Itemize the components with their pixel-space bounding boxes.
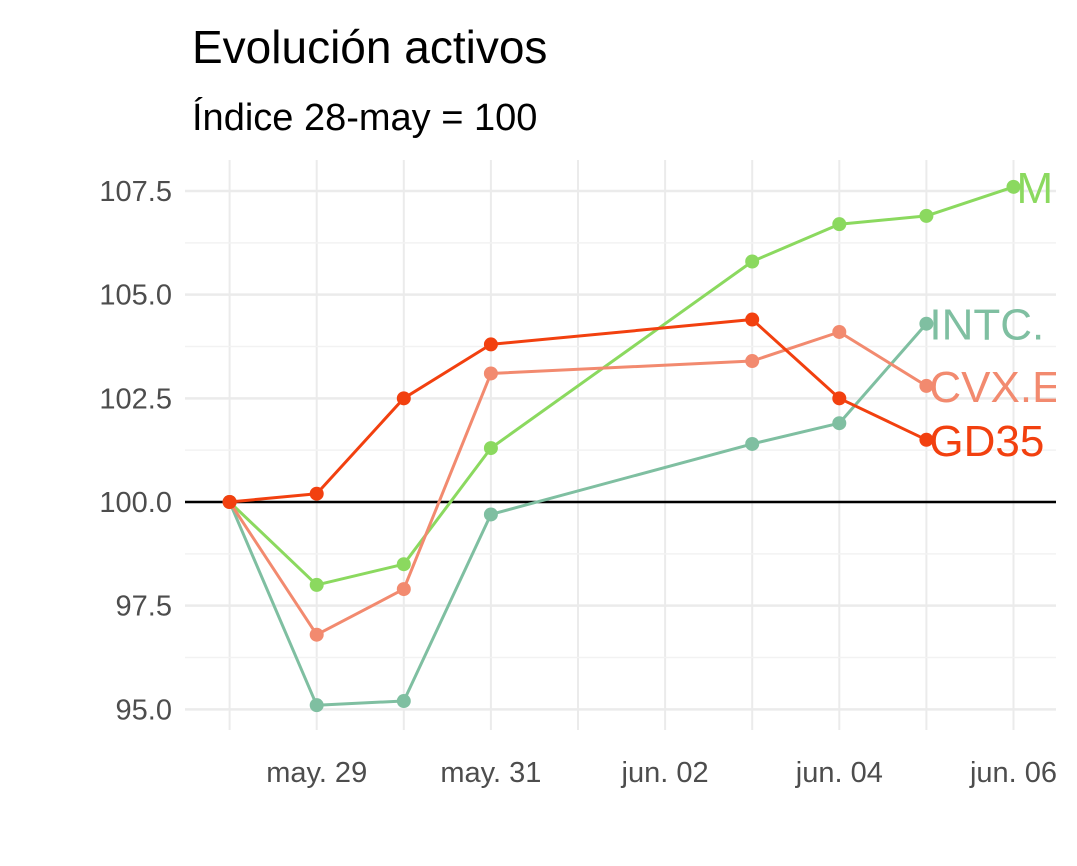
x-axis-ticks: may. 29 may. 31 jun. 02 jun. 04 jun. 06	[266, 757, 1057, 789]
series-gd35	[222, 312, 934, 509]
data-point	[396, 694, 411, 709]
series-group	[222, 179, 1021, 713]
chart-title: Evolución activos	[192, 21, 547, 73]
data-point	[745, 312, 760, 327]
data-point	[396, 391, 411, 406]
data-point	[832, 391, 847, 406]
data-point	[309, 577, 324, 592]
data-point	[483, 507, 498, 522]
data-point	[396, 557, 411, 572]
data-point	[919, 378, 934, 393]
data-point	[832, 217, 847, 232]
chart-subtitle: Índice 28-may = 100	[192, 96, 537, 139]
x-tick-label: jun. 06	[969, 757, 1057, 789]
series-cvx-e	[222, 324, 934, 642]
data-point	[309, 486, 324, 501]
series-line	[228, 185, 1014, 587]
data-point	[745, 436, 760, 451]
data-point	[1006, 179, 1021, 194]
data-point	[309, 627, 324, 642]
data-point	[919, 208, 934, 223]
data-point	[832, 416, 847, 431]
x-tick-label: jun. 04	[795, 757, 883, 789]
data-point	[919, 432, 934, 447]
data-point	[483, 337, 498, 352]
series-label: GD35	[929, 417, 1044, 466]
data-point	[745, 354, 760, 369]
series-labels: M INTC. CVX.E GD35	[929, 164, 1061, 466]
y-tick-label: 107.5	[99, 176, 172, 208]
data-point	[832, 324, 847, 339]
x-tick-label: jun. 02	[621, 757, 709, 789]
series-intc	[222, 316, 934, 713]
data-point	[483, 441, 498, 456]
y-axis-ticks: 95.0 97.5 100.0 102.5 105.0 107.5	[99, 176, 172, 726]
series-label: CVX.E	[929, 363, 1061, 412]
data-point	[222, 495, 237, 509]
x-tick-label: may. 29	[266, 757, 367, 789]
data-point	[745, 254, 760, 269]
series-label: M	[1017, 164, 1054, 213]
data-point	[309, 698, 324, 713]
y-tick-label: 102.5	[99, 383, 172, 415]
series-label: INTC.	[929, 301, 1044, 350]
data-point	[396, 582, 411, 597]
plot-grid	[185, 160, 1056, 730]
y-tick-label: 100.0	[99, 487, 172, 519]
x-tick-label: may. 31	[440, 757, 541, 789]
series-m	[222, 179, 1021, 592]
data-point	[483, 366, 498, 381]
y-tick-label: 105.0	[99, 280, 172, 312]
data-point	[919, 316, 934, 331]
y-tick-label: 95.0	[116, 694, 172, 726]
y-tick-label: 97.5	[116, 591, 172, 623]
